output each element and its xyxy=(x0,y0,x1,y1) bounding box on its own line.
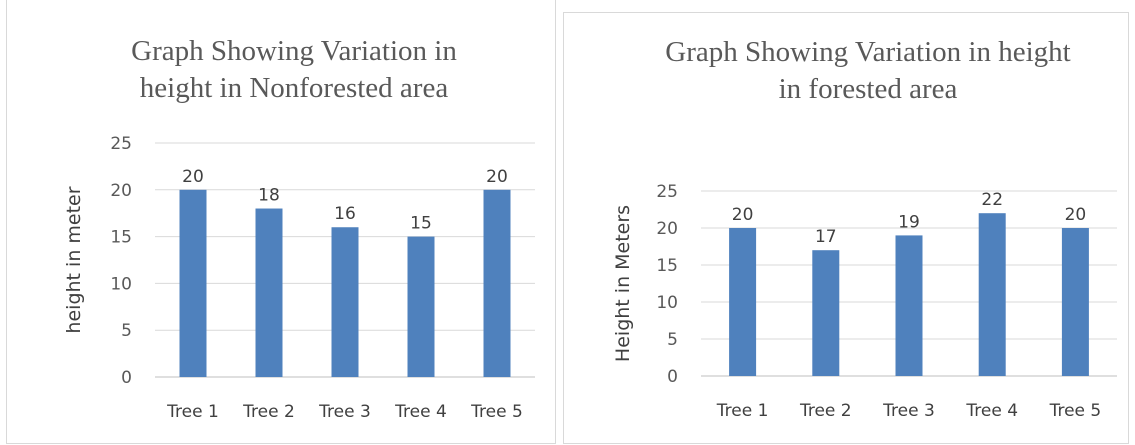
data-label: 22 xyxy=(981,190,1003,210)
y-tick-label: 0 xyxy=(667,367,678,387)
data-label: 17 xyxy=(815,227,837,247)
y-tick-label: 20 xyxy=(656,219,678,239)
chart-title-line: Graph Showing Variation in height xyxy=(665,36,1070,68)
x-tick-label: Tree 5 xyxy=(470,402,523,422)
x-tick-label: Tree 3 xyxy=(318,402,371,422)
chart-title-line: in forested area xyxy=(779,73,958,105)
x-tick-label: Tree 4 xyxy=(965,401,1018,421)
data-label: 16 xyxy=(334,204,356,224)
chart-title-line: height in Nonforested area xyxy=(140,72,449,104)
bar xyxy=(179,189,207,377)
chart-nonforested-svg: Graph Showing Variation in height in Nonf… xyxy=(63,35,535,422)
chart-title-line: Graph Showing Variation in xyxy=(131,35,457,67)
y-tick-label: 0 xyxy=(121,368,132,388)
y-axis-label: Height in Meters xyxy=(612,205,634,362)
bar xyxy=(255,208,283,377)
y-tick-label: 15 xyxy=(656,256,678,276)
data-label: 20 xyxy=(486,167,508,187)
x-tick-label: Tree 2 xyxy=(242,402,295,422)
bar xyxy=(978,213,1006,376)
x-tick-label: Tree 1 xyxy=(716,401,769,421)
x-tick-label: Tree 4 xyxy=(394,402,447,422)
y-tick-label: 20 xyxy=(110,181,132,201)
y-tick-label: 5 xyxy=(121,321,132,341)
y-tick-label: 25 xyxy=(656,182,678,202)
bar xyxy=(1061,228,1089,376)
data-label: 18 xyxy=(258,186,280,206)
chart-panel-forested: Graph Showing Variation in height in fore… xyxy=(563,12,1129,444)
data-label: 20 xyxy=(182,167,204,187)
y-tick-label: 25 xyxy=(110,134,132,154)
y-tick-label: 10 xyxy=(110,274,132,294)
data-label: 20 xyxy=(732,205,754,225)
bar xyxy=(407,236,435,377)
x-tick-label: Tree 1 xyxy=(166,402,219,422)
x-tick-label: Tree 3 xyxy=(882,401,935,421)
x-tick-label: Tree 5 xyxy=(1049,401,1102,421)
bar xyxy=(812,250,840,376)
bar xyxy=(331,227,359,377)
data-label: 19 xyxy=(898,212,920,232)
bar xyxy=(483,189,511,377)
y-tick-label: 10 xyxy=(656,293,678,313)
x-tick-label: Tree 2 xyxy=(799,401,852,421)
y-axis-label: height in meter xyxy=(63,186,85,333)
y-tick-label: 15 xyxy=(110,228,132,248)
data-label: 15 xyxy=(410,214,432,234)
data-label: 20 xyxy=(1065,205,1087,225)
bar xyxy=(895,235,923,376)
bar xyxy=(729,228,757,376)
chart-forested-svg: Graph Showing Variation in height in fore… xyxy=(612,36,1117,421)
y-tick-label: 5 xyxy=(667,330,678,350)
chart-panel-nonforested: Graph Showing Variation in height in Nonf… xyxy=(6,0,556,444)
